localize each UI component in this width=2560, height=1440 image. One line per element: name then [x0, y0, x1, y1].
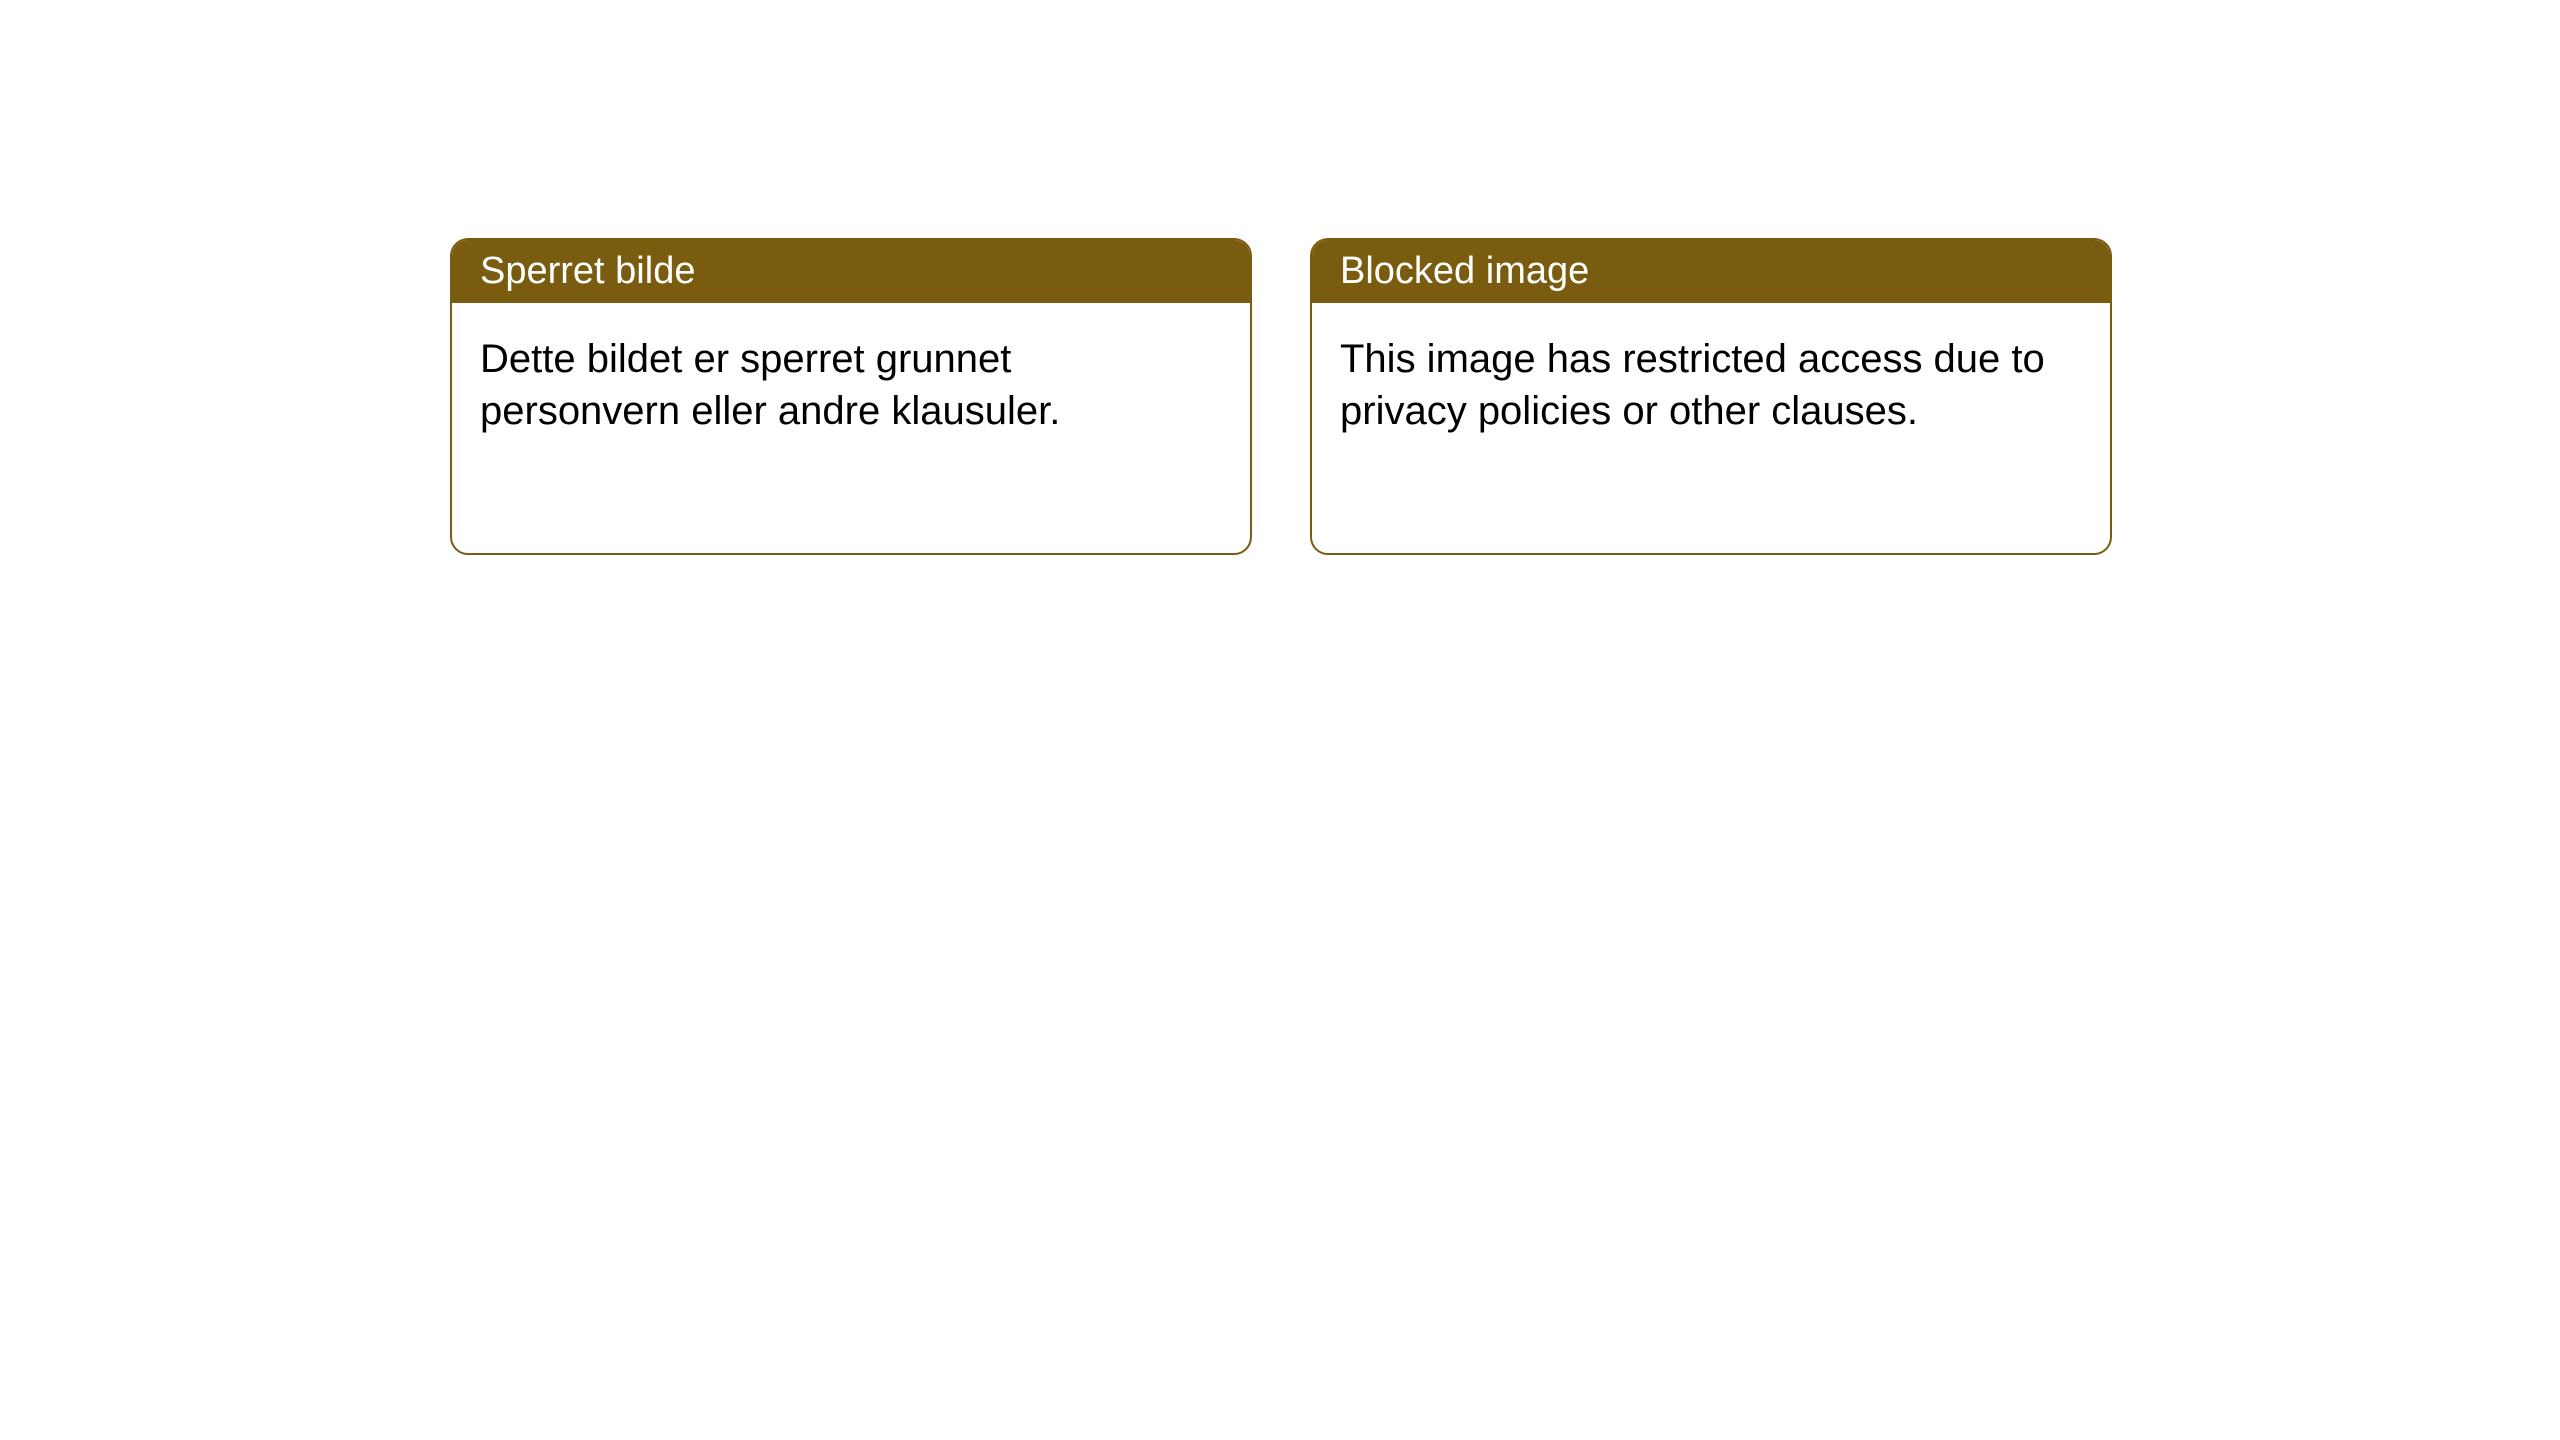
card-body-english: This image has restricted access due to …	[1312, 303, 2110, 553]
card-norwegian: Sperret bilde Dette bildet er sperret gr…	[450, 238, 1252, 555]
card-text-english: This image has restricted access due to …	[1340, 337, 2045, 433]
card-title-norwegian: Sperret bilde	[480, 250, 695, 292]
card-english: Blocked image This image has restricted …	[1310, 238, 2112, 555]
card-text-norwegian: Dette bildet er sperret grunnet personve…	[480, 337, 1060, 433]
card-title-english: Blocked image	[1340, 250, 1589, 292]
card-header-english: Blocked image	[1312, 240, 2110, 303]
card-header-norwegian: Sperret bilde	[452, 240, 1250, 303]
card-body-norwegian: Dette bildet er sperret grunnet personve…	[452, 303, 1250, 553]
cards-container: Sperret bilde Dette bildet er sperret gr…	[450, 238, 2112, 555]
